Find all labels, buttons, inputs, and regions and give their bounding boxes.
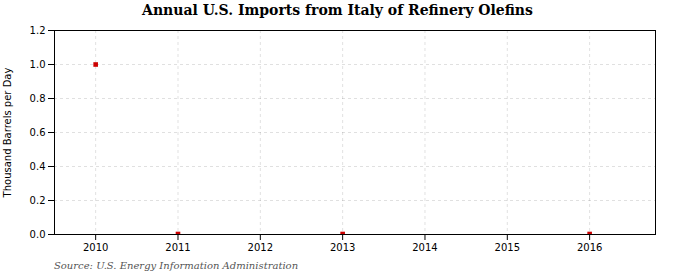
svg-text:1.2: 1.2 — [30, 25, 46, 36]
svg-text:0.4: 0.4 — [30, 161, 46, 172]
svg-text:0.2: 0.2 — [30, 195, 46, 206]
html-text:Annual U.S. Imports from Italy: Annual U.S. Imports from Italy of Refine… — [142, 2, 533, 18]
svg-text:Thousand Barrels per Day: Thousand Barrels per Day — [2, 68, 13, 199]
svg-text:0.8: 0.8 — [30, 93, 46, 104]
svg-text:0.0: 0.0 — [30, 229, 46, 240]
svg-text:2012: 2012 — [248, 242, 273, 253]
html-text:Source: U.S. Energy Informatio: Source: U.S. Energy Information Administ… — [54, 260, 299, 271]
svg-text:2015: 2015 — [495, 242, 520, 253]
svg-text:1.0: 1.0 — [30, 59, 46, 70]
svg-text:2010: 2010 — [83, 242, 108, 253]
svg-text:2013: 2013 — [330, 242, 355, 253]
svg-text:2011: 2011 — [165, 242, 190, 253]
svg-text:0.6: 0.6 — [30, 127, 46, 138]
svg-text:2016: 2016 — [577, 242, 602, 253]
svg-text:2014: 2014 — [412, 242, 437, 253]
